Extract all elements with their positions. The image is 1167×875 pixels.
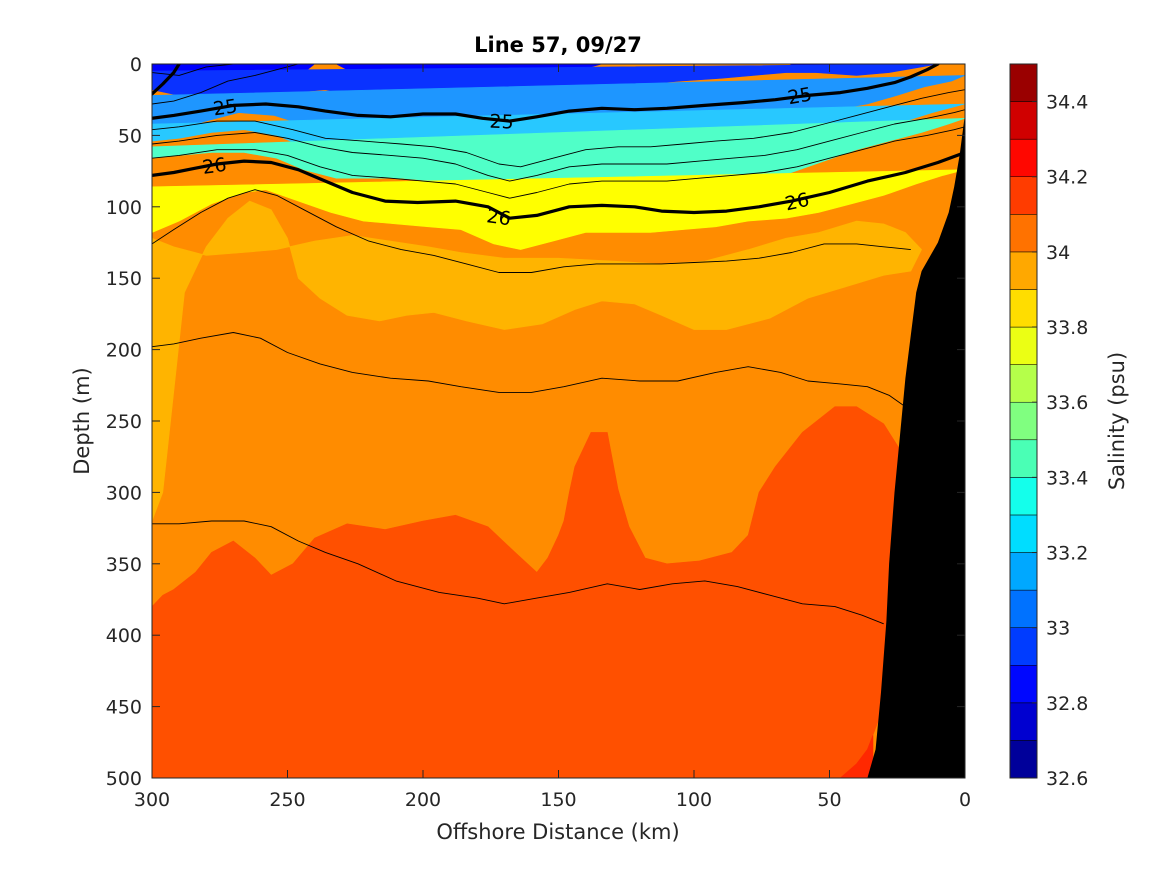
plot-area: 25 25 25 26 26 26 — [151, 63, 966, 779]
colorbar-tick-label-9: 34.4 — [1046, 92, 1088, 114]
colorbar-cell-18 — [1009, 63, 1038, 102]
colorbar-cells — [1009, 63, 1038, 779]
density-contour-thin-6 — [152, 332, 906, 408]
x-tick-label-2: 200 — [405, 789, 441, 811]
colorbar-cell-13 — [1009, 251, 1038, 290]
y-axis-label: Depth (m) — [70, 367, 94, 474]
density-contour-thick-0 — [152, 64, 940, 123]
x-tick-label-6: 0 — [959, 789, 971, 811]
density-contour-thin-1 — [152, 64, 299, 105]
contour-label-0: 25 — [212, 95, 239, 120]
density-contour-thin-4 — [152, 126, 965, 199]
land-mask-group — [867, 114, 965, 778]
y-tick-label-6: 300 — [106, 482, 142, 504]
y-tick-label-5: 250 — [106, 411, 142, 433]
colorbar-tick-label-4: 33.4 — [1046, 467, 1088, 489]
colorbar-cell-8 — [1009, 439, 1038, 478]
x-tick-label-4: 100 — [676, 789, 712, 811]
y-axis: 0 50 100 150 200 250 300 350 400 450 500 — [106, 54, 965, 790]
x-tick-label-1: 250 — [269, 789, 305, 811]
colorbar-cell-12 — [1009, 289, 1038, 328]
y-tick-label-9: 450 — [106, 697, 142, 719]
colorbar-cell-17 — [1009, 101, 1038, 140]
x-tick-label-0: 300 — [134, 789, 170, 811]
density-contour-thick-2 — [152, 64, 181, 96]
density-contour-thick-1 — [152, 150, 965, 220]
contour-label-2: 25 — [786, 83, 814, 109]
colorbar-ticks: 32.6 32.8 33 33.2 33.4 33.6 33.8 34 34.2 34.4 — [1032, 92, 1088, 790]
colorbar-cell-3 — [1009, 627, 1038, 666]
colorbar-cell-4 — [1009, 589, 1038, 628]
colorbar-cell-11 — [1009, 326, 1038, 365]
x-tick-label-5: 50 — [817, 789, 841, 811]
colorbar-tick-label-2: 33 — [1046, 618, 1070, 640]
contour-label-5: 26 — [783, 189, 811, 216]
colorbar-cell-15 — [1009, 176, 1038, 215]
y-tick-label-10: 500 — [106, 768, 142, 790]
density-contour-thin-2 — [152, 89, 965, 168]
density-contour-thin-0 — [152, 64, 234, 76]
contour-label-4: 26 — [485, 205, 512, 230]
y-tick-label-7: 350 — [106, 554, 142, 576]
colorbar-label: Salinity (psu) — [1105, 352, 1129, 490]
y-tick-label-8: 400 — [106, 625, 142, 647]
contour-label-3: 26 — [201, 154, 228, 179]
y-tick-label-4: 200 — [106, 340, 142, 362]
colorbar-tick-label-0: 32.6 — [1046, 768, 1088, 790]
colorbar-cell-10 — [1009, 364, 1038, 403]
density-contours — [152, 64, 965, 625]
colorbar-cell-0 — [1009, 740, 1038, 779]
colorbar-frame — [1009, 63, 1038, 779]
y-tick-label-3: 150 — [106, 268, 142, 290]
x-axis: 300 250 200 150 100 50 0 — [134, 64, 971, 811]
y-tick-label-1: 50 — [118, 125, 142, 147]
colorbar-cell-2 — [1009, 665, 1038, 704]
chart-title: Line 57, 09/27 — [474, 33, 642, 57]
density-contour-thin-5 — [152, 189, 911, 273]
x-axis-label: Offshore Distance (km) — [436, 820, 679, 844]
colorbar-cell-14 — [1009, 214, 1038, 253]
density-contour-thin-3 — [152, 109, 965, 182]
contour-labels: 25 25 25 26 26 26 — [201, 83, 814, 230]
x-tick-label-3: 150 — [540, 789, 576, 811]
density-contour-thin-7 — [152, 520, 884, 625]
colorbar-tick-label-3: 33.2 — [1046, 543, 1088, 565]
colorbar-cell-7 — [1009, 477, 1038, 516]
salinity-band-12 — [839, 735, 874, 778]
salinity-band-10 — [152, 200, 922, 522]
colorbar-cell-1 — [1009, 702, 1038, 741]
y-tick-label-0: 0 — [130, 54, 142, 76]
colorbar-tick-label-1: 32.8 — [1046, 693, 1088, 715]
colorbar-cell-16 — [1009, 138, 1038, 177]
colorbar-cell-9 — [1009, 401, 1038, 441]
colorbar-tick-label-8: 34.2 — [1046, 167, 1088, 189]
colorbar: 32.6 32.8 33 33.2 33.4 33.6 33.8 34 34.2 34.4 Sal… — [1009, 63, 1129, 790]
colorbar-cell-5 — [1009, 552, 1038, 591]
contour-label-1: 25 — [489, 111, 514, 134]
y-tick-label-2: 100 — [106, 197, 142, 219]
colorbar-tick-label-7: 34 — [1046, 242, 1070, 264]
colorbar-cell-6 — [1009, 514, 1038, 553]
colorbar-tick-label-6: 33.8 — [1046, 317, 1088, 339]
colorbar-tick-label-5: 33.6 — [1046, 392, 1088, 414]
land-mask — [867, 114, 965, 778]
